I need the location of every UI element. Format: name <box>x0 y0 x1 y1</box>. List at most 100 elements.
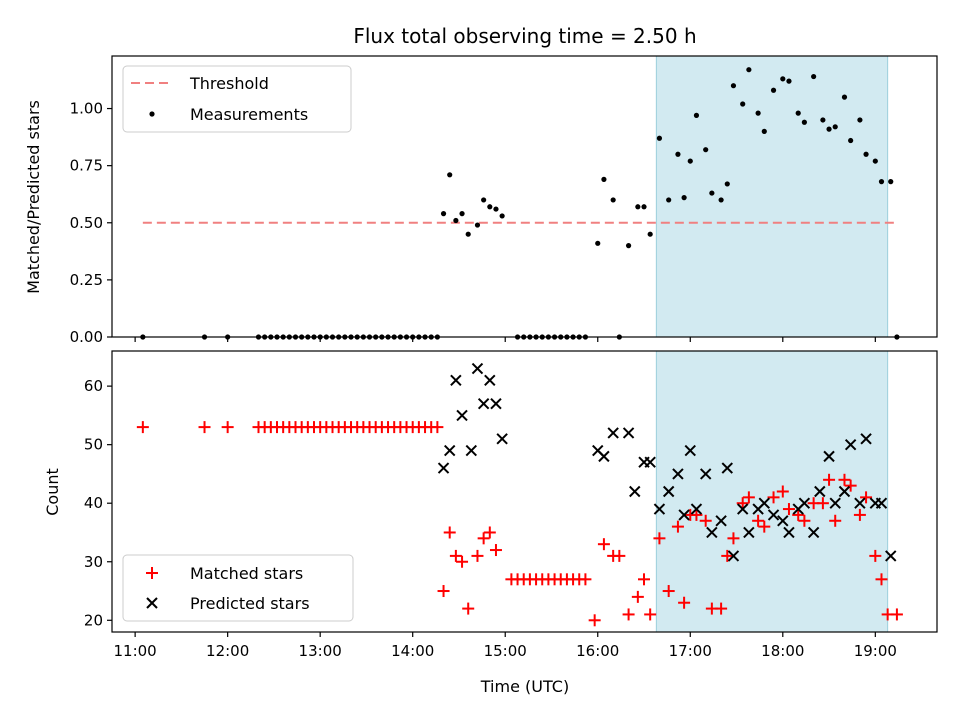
matched-star-point <box>638 573 651 586</box>
measurement-point <box>878 179 885 185</box>
measurement-point <box>453 217 459 224</box>
predicted-star-point <box>798 497 811 509</box>
matched-star-point <box>798 514 811 527</box>
matched-star-point <box>742 491 755 504</box>
measurement-point <box>656 135 663 141</box>
matched-star-point <box>869 549 882 562</box>
y-tick-label: 0.50 <box>70 214 103 232</box>
predicted-stars-points <box>437 362 897 562</box>
measurement-point <box>481 197 487 203</box>
matched-star-point <box>816 497 829 510</box>
x-tick-label: 15:00 <box>484 642 527 660</box>
matched-star-point <box>776 485 789 498</box>
predicted-star-point <box>490 397 502 410</box>
predicted-star-point <box>471 362 484 375</box>
measurement-point <box>755 110 761 116</box>
predicted-star-point <box>465 444 478 457</box>
matched-star-point <box>752 514 765 527</box>
matched-star-point <box>579 573 592 586</box>
measurement-point <box>687 158 693 164</box>
measurement-point <box>780 76 786 82</box>
matched-star-point <box>758 520 771 533</box>
measurement-point <box>857 117 863 123</box>
measurement-point <box>666 197 672 203</box>
predicted-star-point <box>844 438 857 451</box>
matched-star-point <box>631 590 644 603</box>
predicted-star-point <box>854 497 866 509</box>
legend-predicted-label: Predicted stars <box>190 594 310 613</box>
matched-star-point <box>462 602 475 615</box>
y-tick-label: 0.25 <box>70 271 103 289</box>
matched-star-point <box>875 573 888 586</box>
predicted-star-point <box>699 468 712 480</box>
measurement-point <box>848 137 854 144</box>
predicted-star-point <box>814 485 826 498</box>
predicted-star-point <box>860 433 872 445</box>
predicted-star-point <box>456 409 468 422</box>
top-legend-box <box>122 65 352 133</box>
measurement-point <box>499 213 505 219</box>
top-x-ticks <box>134 337 876 342</box>
x-tick-label: 14:00 <box>391 642 434 660</box>
matched-star-point <box>644 608 657 621</box>
predicted-star-point <box>444 444 456 457</box>
matched-star-point <box>477 532 490 545</box>
measurement-point <box>786 78 792 84</box>
matched-star-point <box>483 526 496 539</box>
bottom-y-ticks: 20 30 40 50 60 <box>84 377 112 629</box>
predicted-star-point <box>607 427 619 439</box>
matched-star-point <box>443 526 456 539</box>
x-tick-label: 13:00 <box>299 642 342 660</box>
x-tick-label: 18:00 <box>761 642 804 660</box>
y-tick-label: 30 <box>84 553 103 571</box>
y-tick-label: 0.75 <box>70 157 103 175</box>
measurement-point <box>770 87 777 93</box>
measurement-point <box>801 119 807 125</box>
legend-matched-label: Matched stars <box>190 564 303 583</box>
matched-star-point <box>662 585 675 598</box>
matched-star-point <box>890 608 903 621</box>
measurement-point <box>841 94 848 100</box>
predicted-star-point <box>807 526 820 539</box>
matched-star-point <box>221 421 234 434</box>
matched-star-point <box>823 473 836 486</box>
matched-star-point <box>721 549 734 562</box>
measurement-point <box>795 110 801 116</box>
predicted-star-point <box>743 526 755 539</box>
matched-star-point <box>844 479 857 492</box>
x-tick-label: 12:00 <box>206 642 249 660</box>
matched-star-point <box>767 491 780 504</box>
x-tick-label: 11:00 <box>114 642 157 660</box>
matched-star-point <box>838 473 851 486</box>
measurement-point <box>761 128 767 134</box>
measurement-point <box>826 126 832 132</box>
predicted-star-point <box>767 509 780 521</box>
matched-star-point <box>653 532 666 545</box>
predicted-star-point <box>715 515 727 527</box>
top-y-axis-label: Matched/Predicted stars <box>24 100 43 294</box>
y-tick-label: 40 <box>84 494 103 512</box>
measurement-point <box>610 197 616 203</box>
matched-star-point <box>829 514 842 527</box>
measurement-point <box>647 231 653 237</box>
predicted-star-point <box>727 550 740 562</box>
measurement-point <box>709 190 715 196</box>
bottom-legend-box <box>122 554 354 622</box>
predicted-star-point <box>838 485 851 498</box>
predicted-star-point <box>598 450 610 463</box>
chart-title: Flux total observing time = 2.50 h <box>353 24 696 48</box>
measurement-point <box>487 204 493 210</box>
x-tick-label: 19:00 <box>854 642 897 660</box>
measurement-point <box>675 151 681 157</box>
bottom-plot-frame <box>111 350 938 633</box>
measurement-point <box>465 231 471 237</box>
matched-star-point <box>853 508 866 521</box>
y-tick-label: 60 <box>84 377 103 395</box>
matched-star-point <box>671 520 684 533</box>
predicted-star-point <box>496 433 508 445</box>
matched-star-point <box>449 549 462 562</box>
measurement-point <box>493 206 499 212</box>
matched-star-point <box>431 421 444 434</box>
measurement-point <box>641 204 647 210</box>
